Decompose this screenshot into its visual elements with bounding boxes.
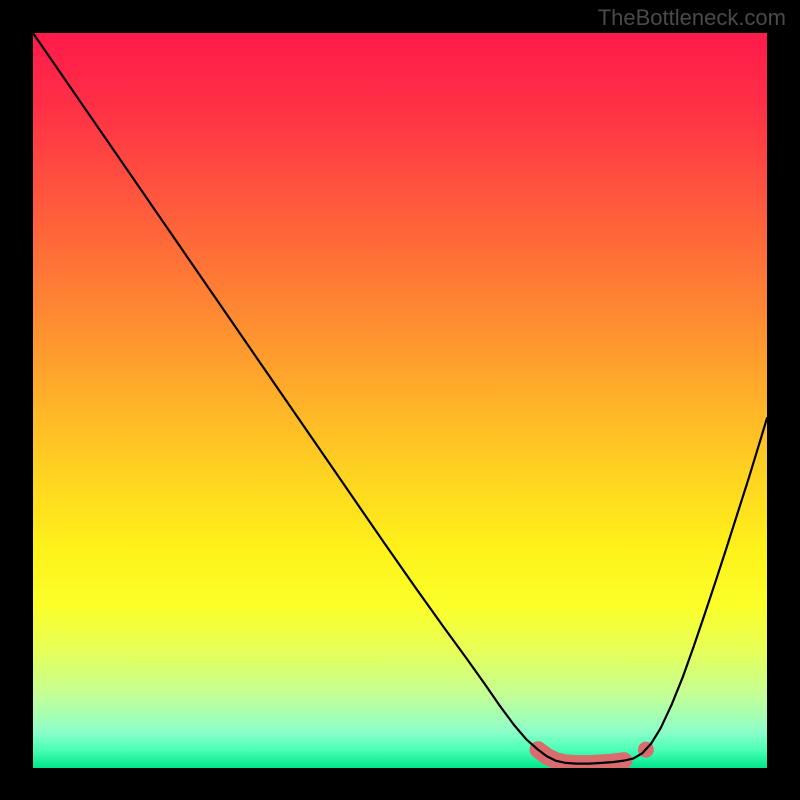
plot-area — [33, 33, 767, 768]
attribution-text: TheBottleneck.com — [598, 5, 786, 31]
chart-container: TheBottleneck.com — [0, 0, 800, 800]
